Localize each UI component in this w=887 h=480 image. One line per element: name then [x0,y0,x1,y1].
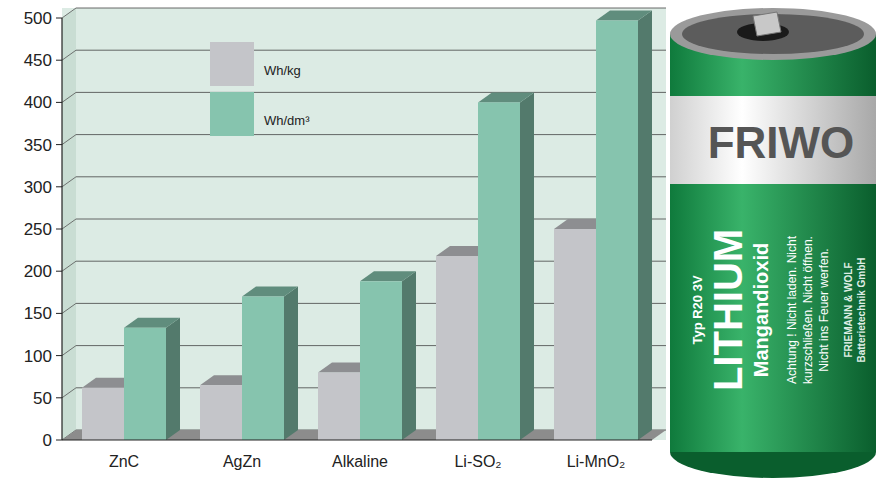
battery-text: FRIEMANN & WOLF [843,263,854,358]
grid-diagonal [62,8,76,18]
plot-background [62,8,666,440]
tick [56,313,62,314]
bar-side [638,11,652,440]
tick [56,440,62,441]
category-label: ZnC [109,453,139,470]
tick [56,229,62,230]
bar [318,372,360,440]
legend-swatch [210,92,254,136]
tick-label: 150 [24,304,52,323]
grid-diagonal [62,303,76,313]
bar-top [124,318,180,328]
bars [82,11,652,440]
battery-text: LITHIUM [706,229,750,391]
y-axis [61,18,62,440]
grid-line [76,176,666,177]
legend-label: Wh/kg [264,63,301,78]
category-label: AgZn [223,453,261,470]
grid-diagonal [62,219,76,229]
battery-text: Typ R20 3V [690,275,705,344]
x-axis [62,439,652,440]
bar [478,102,520,440]
bar-side [166,318,180,440]
brand: FRIWO [708,118,855,167]
legend: Wh/kg Wh/dm³ [210,42,310,136]
tick [56,271,62,272]
grid-line [76,134,666,135]
tick [56,397,62,398]
category-label: Li-SO₂ [454,453,501,470]
bar-top [360,271,416,281]
bar-side [284,287,298,440]
bar [200,385,242,440]
grid-diagonal [62,346,76,356]
category-label: Alkaline [332,453,388,470]
tick-label: 50 [33,389,52,408]
battery: FRIWO Typ R20 3VLITHIUMMangandioxid Achtun… [670,8,876,478]
bar [360,281,402,440]
tick-label: 350 [24,136,52,155]
chart: 0 50 100 150 200 250 300 350 400 450 500 ZnC AgZn Alk… [0,0,887,480]
bar [124,328,166,440]
category-label: Li-MnO₂ [567,453,626,470]
battery-text: Nicht ins Feuer werfen. [817,248,831,371]
legend-label: Wh/dm³ [264,113,310,128]
bar-top [478,92,534,102]
grid-line [76,92,666,93]
tick-label: 100 [24,347,52,366]
bar [554,229,596,440]
battery-text: Batterietechnik GmbH [856,257,867,362]
battery-body [670,34,876,452]
grid-diagonal [62,177,76,187]
battery-text: kurzschließen. Nicht öffnen. [801,236,815,384]
tick-label: 200 [24,262,52,281]
bar-side [402,271,416,440]
tick [56,102,62,103]
grid-diagonal [62,50,76,60]
bar-top [242,287,298,297]
grid-diagonal [62,135,76,145]
tick [56,355,62,356]
legend-swatch [210,42,254,86]
grid-diagonal [62,261,76,271]
battery-label-band [670,96,876,184]
bar-top [596,11,652,21]
tick-label: 0 [43,431,52,450]
tick [56,60,62,61]
grid-diagonal [62,92,76,102]
grid-line [76,50,666,51]
grid-diagonal [62,388,76,398]
bar [242,297,284,440]
battery-text: Mangandioxid [750,243,772,377]
tick [56,144,62,145]
bar [596,21,638,440]
tick-label: 250 [24,220,52,239]
battery-text: Achtung ! Nicht laden. Nicht [785,235,799,384]
bar-side [520,92,534,440]
grid-line [76,8,666,9]
tick-label: 500 [24,9,52,28]
tick-label: 300 [24,178,52,197]
battery-tab [753,12,781,36]
bar [82,388,124,440]
bar [436,256,478,440]
tick [56,186,62,187]
tick-label: 400 [24,93,52,112]
tick [56,18,62,19]
left-wall [62,8,76,440]
tick-label: 450 [24,51,52,70]
battery-top [670,8,876,60]
